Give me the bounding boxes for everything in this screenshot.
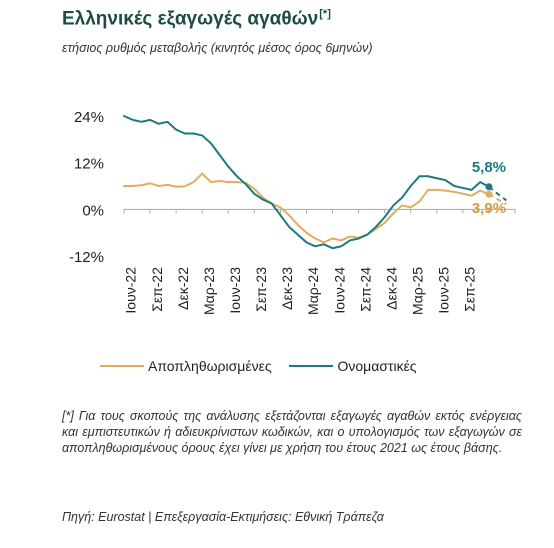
- annotation-nominal: 5,8%: [472, 159, 506, 176]
- x-tick-label: Ιουν-22: [123, 267, 139, 314]
- legend-swatch-deflated: [100, 365, 144, 367]
- last-point-deflated: [485, 190, 493, 198]
- chart-area: 24% 12% 0% -12% Ιουν-22 Σεπ-22 Δεκ-22 Μαρ-23 Ιο…: [69, 109, 516, 315]
- x-tick-label: Ιουν-24: [331, 267, 347, 314]
- x-tick-label: Δεκ-22: [175, 267, 191, 310]
- x-tick-label: Ιουν-23: [227, 267, 243, 314]
- x-tick-label: Μαρ-25: [409, 267, 425, 315]
- source-note: Πηγή: Eurostat | Επεξεργασία-Εκτιμήσεις:…: [62, 510, 384, 524]
- x-tick-label: Δεκ-24: [383, 267, 399, 310]
- x-tick-label: Μαρ-24: [305, 267, 321, 315]
- y-tick-label: 24%: [74, 109, 104, 126]
- y-tick-label: -12%: [69, 249, 104, 266]
- legend-label-nominal: Ονομαστικές: [337, 358, 417, 374]
- forecast-line-nominal: [488, 186, 507, 202]
- x-tick-label: Σεπ-24: [357, 267, 373, 312]
- legend-item-nominal: Ονομαστικές: [289, 358, 417, 374]
- x-tick-label: Σεπ-23: [253, 267, 269, 312]
- chart-legend: Αποπληθωρισμένες Ονομαστικές: [100, 354, 431, 374]
- legend-swatch-nominal: [289, 365, 334, 367]
- x-tick-label: Μαρ-23: [201, 267, 217, 315]
- y-tick-label: 12%: [74, 156, 104, 173]
- x-tick-label: Ιουν-25: [436, 267, 452, 314]
- footnote: [*] Για τους σκοπούς της ανάλυσης εξετάζ…: [62, 409, 522, 455]
- x-tick-label: Δεκ-23: [279, 267, 295, 310]
- x-tick-label: Σεπ-22: [149, 267, 165, 312]
- legend-label-deflated: Αποπληθωρισμένες: [148, 358, 272, 374]
- y-tick-label: 0%: [82, 202, 104, 219]
- series-line-deflated: [123, 172, 490, 244]
- annotation-deflated: 3,9%: [472, 200, 506, 217]
- x-tick-label: Σεπ-25: [462, 267, 478, 312]
- last-point-nominal: [485, 183, 493, 191]
- chart-subtitle: ετήσιος ρυθμός μεταβολής (κινητός μέσος …: [62, 41, 373, 55]
- title-footnote-marker: [*]: [319, 8, 331, 20]
- series-line-nominal: [123, 115, 490, 250]
- chart-title: Ελληνικές εξαγωγές αγαθών[*]: [62, 8, 331, 30]
- legend-item-deflated: Αποπληθωρισμένες: [100, 358, 272, 374]
